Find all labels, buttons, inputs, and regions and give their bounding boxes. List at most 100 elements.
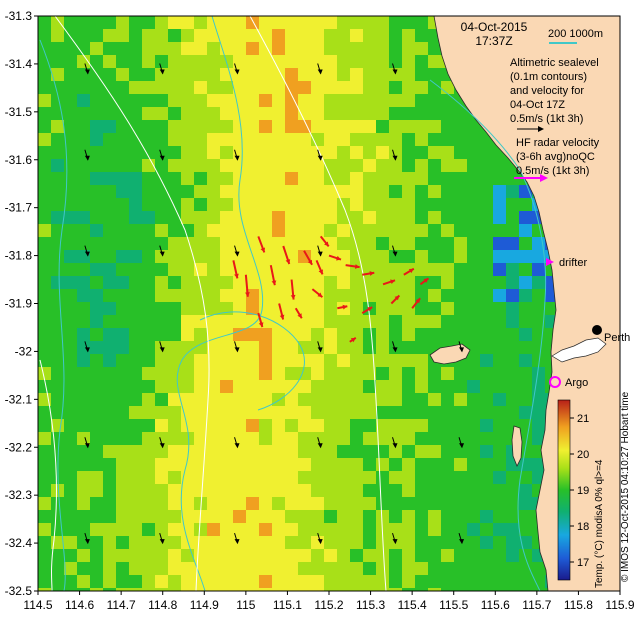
sst-cell xyxy=(220,445,233,458)
sst-cell xyxy=(116,367,129,380)
bathymetry-key-label: 200 1000m xyxy=(548,28,603,40)
sst-cell xyxy=(376,341,389,354)
sst-cell xyxy=(337,159,350,172)
sst-cell xyxy=(259,523,272,536)
sst-cell xyxy=(428,315,441,328)
sst-cell xyxy=(259,341,272,354)
sst-cell xyxy=(376,380,389,393)
sst-cell xyxy=(324,497,337,510)
sst-cell xyxy=(51,250,64,263)
sst-cell xyxy=(155,549,168,562)
sst-cell xyxy=(233,29,246,42)
sst-cell xyxy=(441,367,454,380)
sst-cell xyxy=(272,354,285,367)
sst-cell xyxy=(350,510,363,523)
sst-cell xyxy=(103,393,116,406)
sst-cell xyxy=(298,484,311,497)
sst-cell xyxy=(467,562,480,575)
sst-cell xyxy=(246,315,259,328)
sst-cell xyxy=(324,367,337,380)
hf-radar-arrowhead xyxy=(342,304,348,310)
sst-cell xyxy=(428,107,441,120)
sst-cell xyxy=(155,172,168,185)
sst-cell xyxy=(350,445,363,458)
sst-cell xyxy=(285,575,298,588)
sst-cell xyxy=(389,588,402,591)
sst-cell xyxy=(298,68,311,81)
sst-cell xyxy=(90,42,103,55)
sst-cell xyxy=(480,354,493,367)
sst-cell xyxy=(493,471,506,484)
sst-cell xyxy=(259,380,272,393)
sst-cell xyxy=(480,146,493,159)
sst-cell xyxy=(168,315,181,328)
sst-cell xyxy=(376,458,389,471)
sst-cell xyxy=(38,276,51,289)
sst-cell xyxy=(64,549,77,562)
sst-cell xyxy=(493,302,506,315)
sst-cell xyxy=(220,575,233,588)
sst-cell xyxy=(337,198,350,211)
sst-cell xyxy=(116,328,129,341)
sst-cell xyxy=(194,549,207,562)
sst-cell xyxy=(272,484,285,497)
sst-cell xyxy=(506,523,519,536)
sst-cell xyxy=(506,172,519,185)
sst-cell xyxy=(51,302,64,315)
sst-cell xyxy=(77,211,90,224)
sst-cell xyxy=(324,536,337,549)
sst-cell xyxy=(467,120,480,133)
sst-cell xyxy=(233,172,246,185)
sst-cell xyxy=(337,575,350,588)
sst-cell xyxy=(350,354,363,367)
sst-cell xyxy=(363,471,376,484)
colorbar-tick-label: 18 xyxy=(577,521,589,533)
sst-cell xyxy=(428,471,441,484)
sst-cell xyxy=(90,263,103,276)
sst-cell xyxy=(415,198,428,211)
sst-cell xyxy=(311,16,324,29)
sst-cell xyxy=(363,29,376,42)
altimetry-arrowhead xyxy=(392,251,398,257)
sst-cell xyxy=(116,276,129,289)
sst-cell xyxy=(194,341,207,354)
sst-cell xyxy=(246,562,259,575)
sst-cell xyxy=(181,536,194,549)
sst-cell xyxy=(77,575,90,588)
sst-cell xyxy=(246,302,259,315)
sst-cell xyxy=(220,393,233,406)
hf-radar-arrowhead xyxy=(234,273,239,279)
sst-cell xyxy=(532,419,545,432)
sst-cell xyxy=(350,406,363,419)
sst-cell xyxy=(480,497,493,510)
sst-cell xyxy=(272,237,285,250)
sst-cell xyxy=(155,146,168,159)
sst-cell xyxy=(376,250,389,263)
sst-cell xyxy=(519,198,532,211)
sst-cell xyxy=(207,276,220,289)
sst-cell xyxy=(207,432,220,445)
sst-cell xyxy=(142,523,155,536)
sst-cell xyxy=(168,575,181,588)
sst-cell xyxy=(402,55,415,68)
sst-cell xyxy=(90,432,103,445)
sst-cell xyxy=(441,523,454,536)
sst-cell xyxy=(311,276,324,289)
sst-cell xyxy=(90,549,103,562)
sst-cell xyxy=(311,198,324,211)
sst-cell xyxy=(220,497,233,510)
sst-cell xyxy=(467,276,480,289)
credit-text: © IMOS 12-Oct-2015 04:10:27 Hobart time xyxy=(620,391,631,582)
hf-radar-arrowhead xyxy=(354,264,360,269)
sst-cell xyxy=(103,419,116,432)
sst-cell xyxy=(311,29,324,42)
sst-cell xyxy=(272,29,285,42)
sst-cell xyxy=(168,445,181,458)
sst-cell xyxy=(116,497,129,510)
sst-cell xyxy=(441,159,454,172)
sst-cell xyxy=(129,432,142,445)
sst-cell xyxy=(142,367,155,380)
sst-cell xyxy=(207,146,220,159)
sst-cell xyxy=(337,419,350,432)
sst-cell xyxy=(337,484,350,497)
